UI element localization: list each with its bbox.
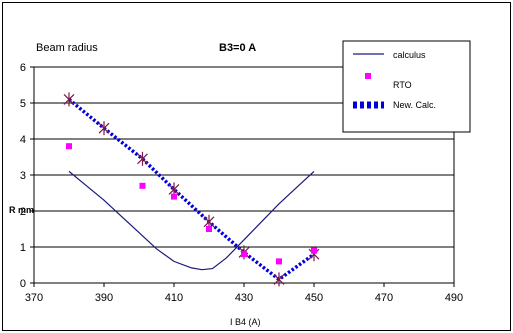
new-calc-point-1 [98, 121, 110, 136]
y-tick-label-4: 4 [20, 134, 26, 146]
y-tick-label-5: 5 [20, 98, 26, 110]
y-tick-label-1: 1 [20, 242, 26, 254]
chart-title: Beam radius [36, 42, 98, 54]
x-tick-label-490: 490 [445, 292, 463, 304]
y-tick-label-6: 6 [20, 62, 26, 74]
series-layer [63, 92, 320, 287]
rto-point-4 [241, 251, 247, 258]
y-tick-label-2: 2 [20, 206, 26, 218]
rto-point-3 [206, 226, 212, 232]
rto-point-2 [171, 193, 177, 200]
series-new-calc-line [67, 98, 316, 282]
legend: calculus RTO New. Calc. [342, 40, 471, 133]
x-tick-label-430: 430 [235, 292, 253, 304]
legend-box [342, 40, 471, 133]
y-tick-label-0: 0 [20, 278, 26, 290]
rto-point-0 [66, 143, 72, 150]
new-calc-point-0 [63, 92, 75, 107]
series-calculus-line [68, 170, 315, 271]
legend-rto-swatch [365, 73, 371, 79]
legend-calculus-label: calculus [393, 50, 426, 60]
tick-labels: 0 1 2 3 4 5 6 370 390 410 430 450 470 490 [20, 62, 463, 304]
chart-subtitle: B3=0 A [219, 42, 256, 54]
x-tick-label-450: 450 [305, 292, 323, 304]
legend-rto-label: RTO [393, 80, 412, 90]
rto-point-1 [139, 182, 146, 189]
y-axis-label: R mm [9, 205, 34, 215]
x-tick-label-370: 370 [25, 292, 43, 304]
x-tick-label-390: 390 [95, 292, 113, 304]
new-calc-point-2 [137, 151, 148, 166]
rto-point-5 [276, 258, 282, 265]
rto-point-6 [311, 247, 317, 254]
new-calc-point-6 [273, 272, 285, 287]
legend-new-calc-label: New. Calc. [393, 100, 436, 110]
x-tick-label-470: 470 [375, 292, 393, 304]
x-tick-label-410: 410 [165, 292, 183, 304]
x-axis-label: I B4 (A) [230, 317, 261, 327]
y-tick-label-3: 3 [20, 170, 26, 182]
